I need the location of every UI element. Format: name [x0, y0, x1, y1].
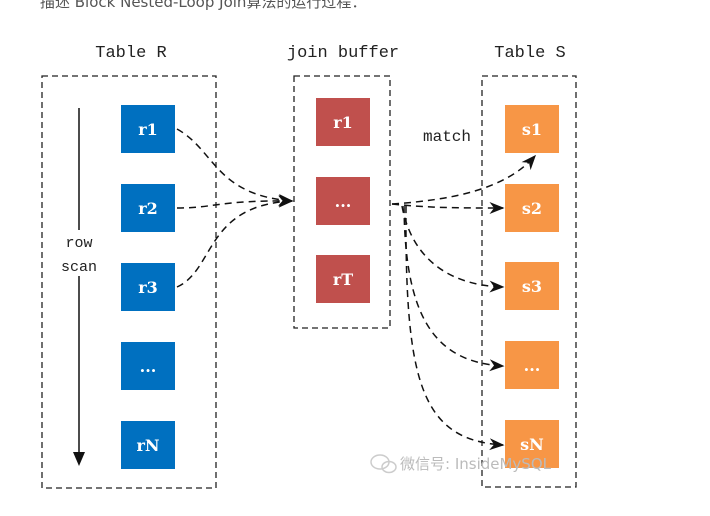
- table-s-row-box: [505, 262, 559, 310]
- table-s-row-box-label: s2: [522, 199, 542, 218]
- table-s-row-box: [505, 420, 559, 468]
- table-s-row-box-label: ...: [524, 356, 541, 375]
- table-r-row-box: [121, 421, 175, 469]
- watermark-text: 微信号: InsideMySQL: [400, 455, 552, 473]
- table-r-row-box: [121, 184, 175, 232]
- join-buffer-row-box: [316, 177, 370, 225]
- watermark: 微信号: InsideMySQL: [370, 454, 552, 474]
- table-r-row-box: [121, 263, 175, 311]
- arrow-r2-to-buffer: [176, 194, 294, 209]
- match-label: match: [423, 128, 471, 146]
- table-r-title: Table R: [95, 44, 166, 63]
- table-s-row-box: [505, 105, 559, 153]
- caption-text: 描述 Block Nested-Loop Join算法的运行过程：: [40, 0, 367, 11]
- table-r-row-box-label: r3: [138, 278, 158, 297]
- table-s-row-box: [505, 184, 559, 232]
- table-r-row-box-label: r2: [138, 199, 158, 218]
- table-s-row-box-label: s1: [522, 120, 542, 139]
- arrow-buffer-to-s3: [401, 205, 505, 293]
- join-buffer-container: [293, 75, 391, 329]
- table-s-row-box-label: sN: [520, 435, 544, 454]
- join-buffer-row-box-label: ...: [335, 192, 352, 211]
- table-r-row-box-label: ...: [140, 357, 157, 376]
- arrow-buffer-to-sn: [405, 205, 505, 451]
- table-r-row-box-label: r1: [138, 120, 158, 139]
- table-s-title: Table S: [494, 44, 565, 63]
- table-r-row-box: [121, 342, 175, 390]
- arrow-buffer-to-s1: [391, 154, 536, 205]
- row-scan-arrowhead-icon: [73, 452, 85, 466]
- table-s-row-box-label: s3: [522, 277, 542, 296]
- arrow-r1-to-buffer: [176, 128, 294, 206]
- join-buffer-row-box: [316, 98, 370, 146]
- table-r-row-box-label: rN: [136, 436, 159, 455]
- join-buffer-row-box-label: r1: [333, 113, 353, 132]
- row-scan-label: scan: [61, 259, 97, 276]
- table-s-row-box: [505, 341, 559, 389]
- arrow-buffer-to-s2: [391, 201, 505, 214]
- table-r-container: [41, 75, 217, 489]
- arrow-r3-to-buffer: [176, 195, 294, 288]
- table-r-row-box: [121, 105, 175, 153]
- table-s-container: [481, 75, 577, 488]
- row-scan-label: row: [65, 235, 92, 252]
- join-buffer-row-box-label: rT: [333, 270, 353, 289]
- join-buffer-title: join buffer: [287, 44, 399, 63]
- join-buffer-row-box: [316, 255, 370, 303]
